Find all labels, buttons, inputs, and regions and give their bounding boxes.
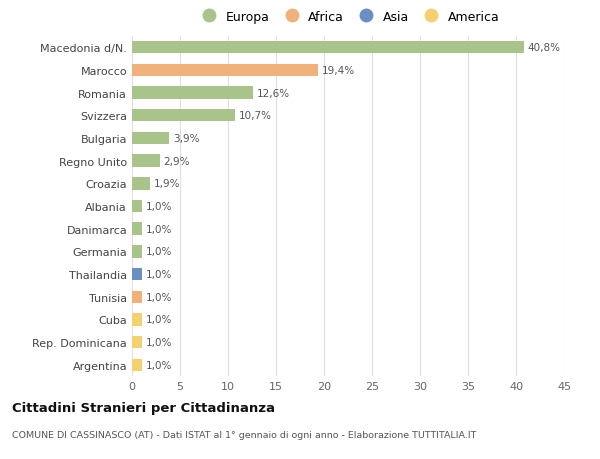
- Text: 1,0%: 1,0%: [145, 224, 172, 234]
- Text: Cittadini Stranieri per Cittadinanza: Cittadini Stranieri per Cittadinanza: [12, 401, 275, 414]
- Bar: [132, 42, 524, 54]
- Text: 1,0%: 1,0%: [145, 337, 172, 347]
- Text: 1,0%: 1,0%: [145, 360, 172, 370]
- Text: 3,9%: 3,9%: [173, 134, 200, 144]
- Bar: [132, 200, 142, 213]
- Bar: [132, 336, 142, 349]
- Text: 10,7%: 10,7%: [239, 111, 272, 121]
- Bar: [132, 291, 142, 303]
- Text: 1,0%: 1,0%: [145, 292, 172, 302]
- Text: 1,0%: 1,0%: [145, 269, 172, 280]
- Bar: [132, 64, 318, 77]
- Text: 40,8%: 40,8%: [527, 43, 560, 53]
- Text: 19,4%: 19,4%: [322, 66, 355, 76]
- Bar: [132, 313, 142, 326]
- Legend: Europa, Africa, Asia, America: Europa, Africa, Asia, America: [197, 11, 499, 24]
- Bar: [132, 87, 253, 100]
- Bar: [132, 132, 169, 145]
- Bar: [132, 223, 142, 235]
- Text: 1,0%: 1,0%: [145, 202, 172, 212]
- Text: 1,0%: 1,0%: [145, 247, 172, 257]
- Text: 12,6%: 12,6%: [257, 88, 290, 98]
- Bar: [132, 246, 142, 258]
- Bar: [132, 359, 142, 371]
- Text: 2,9%: 2,9%: [164, 156, 190, 166]
- Text: 1,9%: 1,9%: [154, 179, 181, 189]
- Bar: [132, 110, 235, 122]
- Text: COMUNE DI CASSINASCO (AT) - Dati ISTAT al 1° gennaio di ogni anno - Elaborazione: COMUNE DI CASSINASCO (AT) - Dati ISTAT a…: [12, 430, 476, 439]
- Bar: [132, 268, 142, 281]
- Bar: [132, 178, 150, 190]
- Text: 1,0%: 1,0%: [145, 315, 172, 325]
- Bar: [132, 155, 160, 168]
